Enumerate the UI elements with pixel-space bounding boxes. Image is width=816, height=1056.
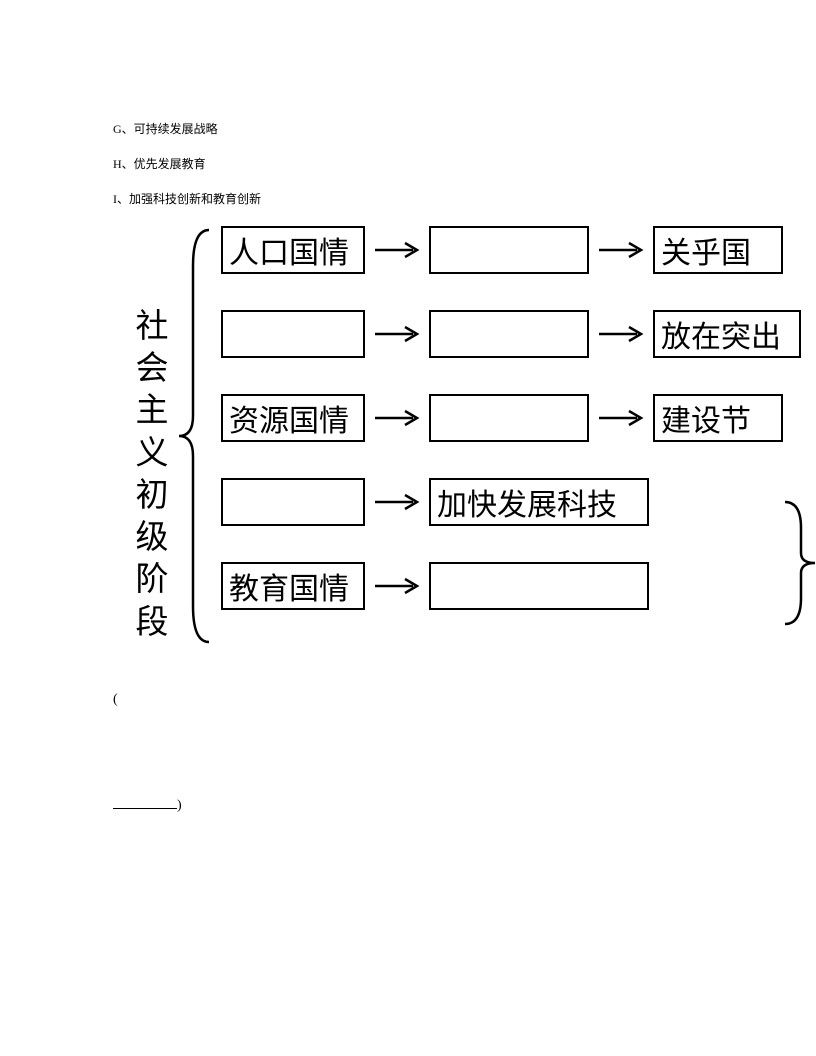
box-r3-1: 资源国情 xyxy=(221,394,365,442)
box-r3-2 xyxy=(429,394,589,442)
arrow-icon xyxy=(597,240,645,260)
underline xyxy=(113,808,177,809)
blank-line: ) xyxy=(113,798,182,814)
option-i: I、加强科技创新和教育创新 xyxy=(113,191,261,208)
box-r1-1: 人口国情 xyxy=(221,226,365,274)
left-brace xyxy=(175,226,215,646)
open-paren: ( xyxy=(113,692,118,708)
row-1: 人口国情 关乎国 xyxy=(221,226,783,274)
option-list: G、可持续发展战略 H、优先发展教育 I、加强科技创新和教育创新 xyxy=(113,121,261,225)
arrow-icon xyxy=(373,240,421,260)
box-r3-3: 建设节 xyxy=(653,394,783,442)
arrow-icon xyxy=(597,408,645,428)
box-r4-2: 加快发展科技 xyxy=(429,478,649,526)
right-brace xyxy=(779,498,816,628)
box-r5-2 xyxy=(429,562,649,610)
box-r4-1 xyxy=(221,478,365,526)
arrow-icon xyxy=(373,324,421,344)
arrow-icon xyxy=(373,408,421,428)
row-3: 资源国情 建设节 xyxy=(221,394,783,442)
arrow-icon xyxy=(373,576,421,596)
vertical-title: 社会主义初级阶段 xyxy=(133,306,171,644)
row-2: 放在突出 xyxy=(221,310,801,358)
diagram: 社会主义初级阶段 人口国情 关乎国 放在突出 资源国情 建设节 加快发展科技 教… xyxy=(113,226,816,646)
option-h: H、优先发展教育 xyxy=(113,156,261,173)
box-r2-1 xyxy=(221,310,365,358)
box-r2-2 xyxy=(429,310,589,358)
box-r2-3: 放在突出 xyxy=(653,310,801,358)
close-paren: ) xyxy=(177,798,182,813)
arrow-icon xyxy=(373,492,421,512)
box-r1-2 xyxy=(429,226,589,274)
box-r5-1: 教育国情 xyxy=(221,562,365,610)
row-4: 加快发展科技 xyxy=(221,478,649,526)
arrow-icon xyxy=(597,324,645,344)
row-5: 教育国情 xyxy=(221,562,649,610)
option-g: G、可持续发展战略 xyxy=(113,121,261,138)
box-r1-3: 关乎国 xyxy=(653,226,783,274)
